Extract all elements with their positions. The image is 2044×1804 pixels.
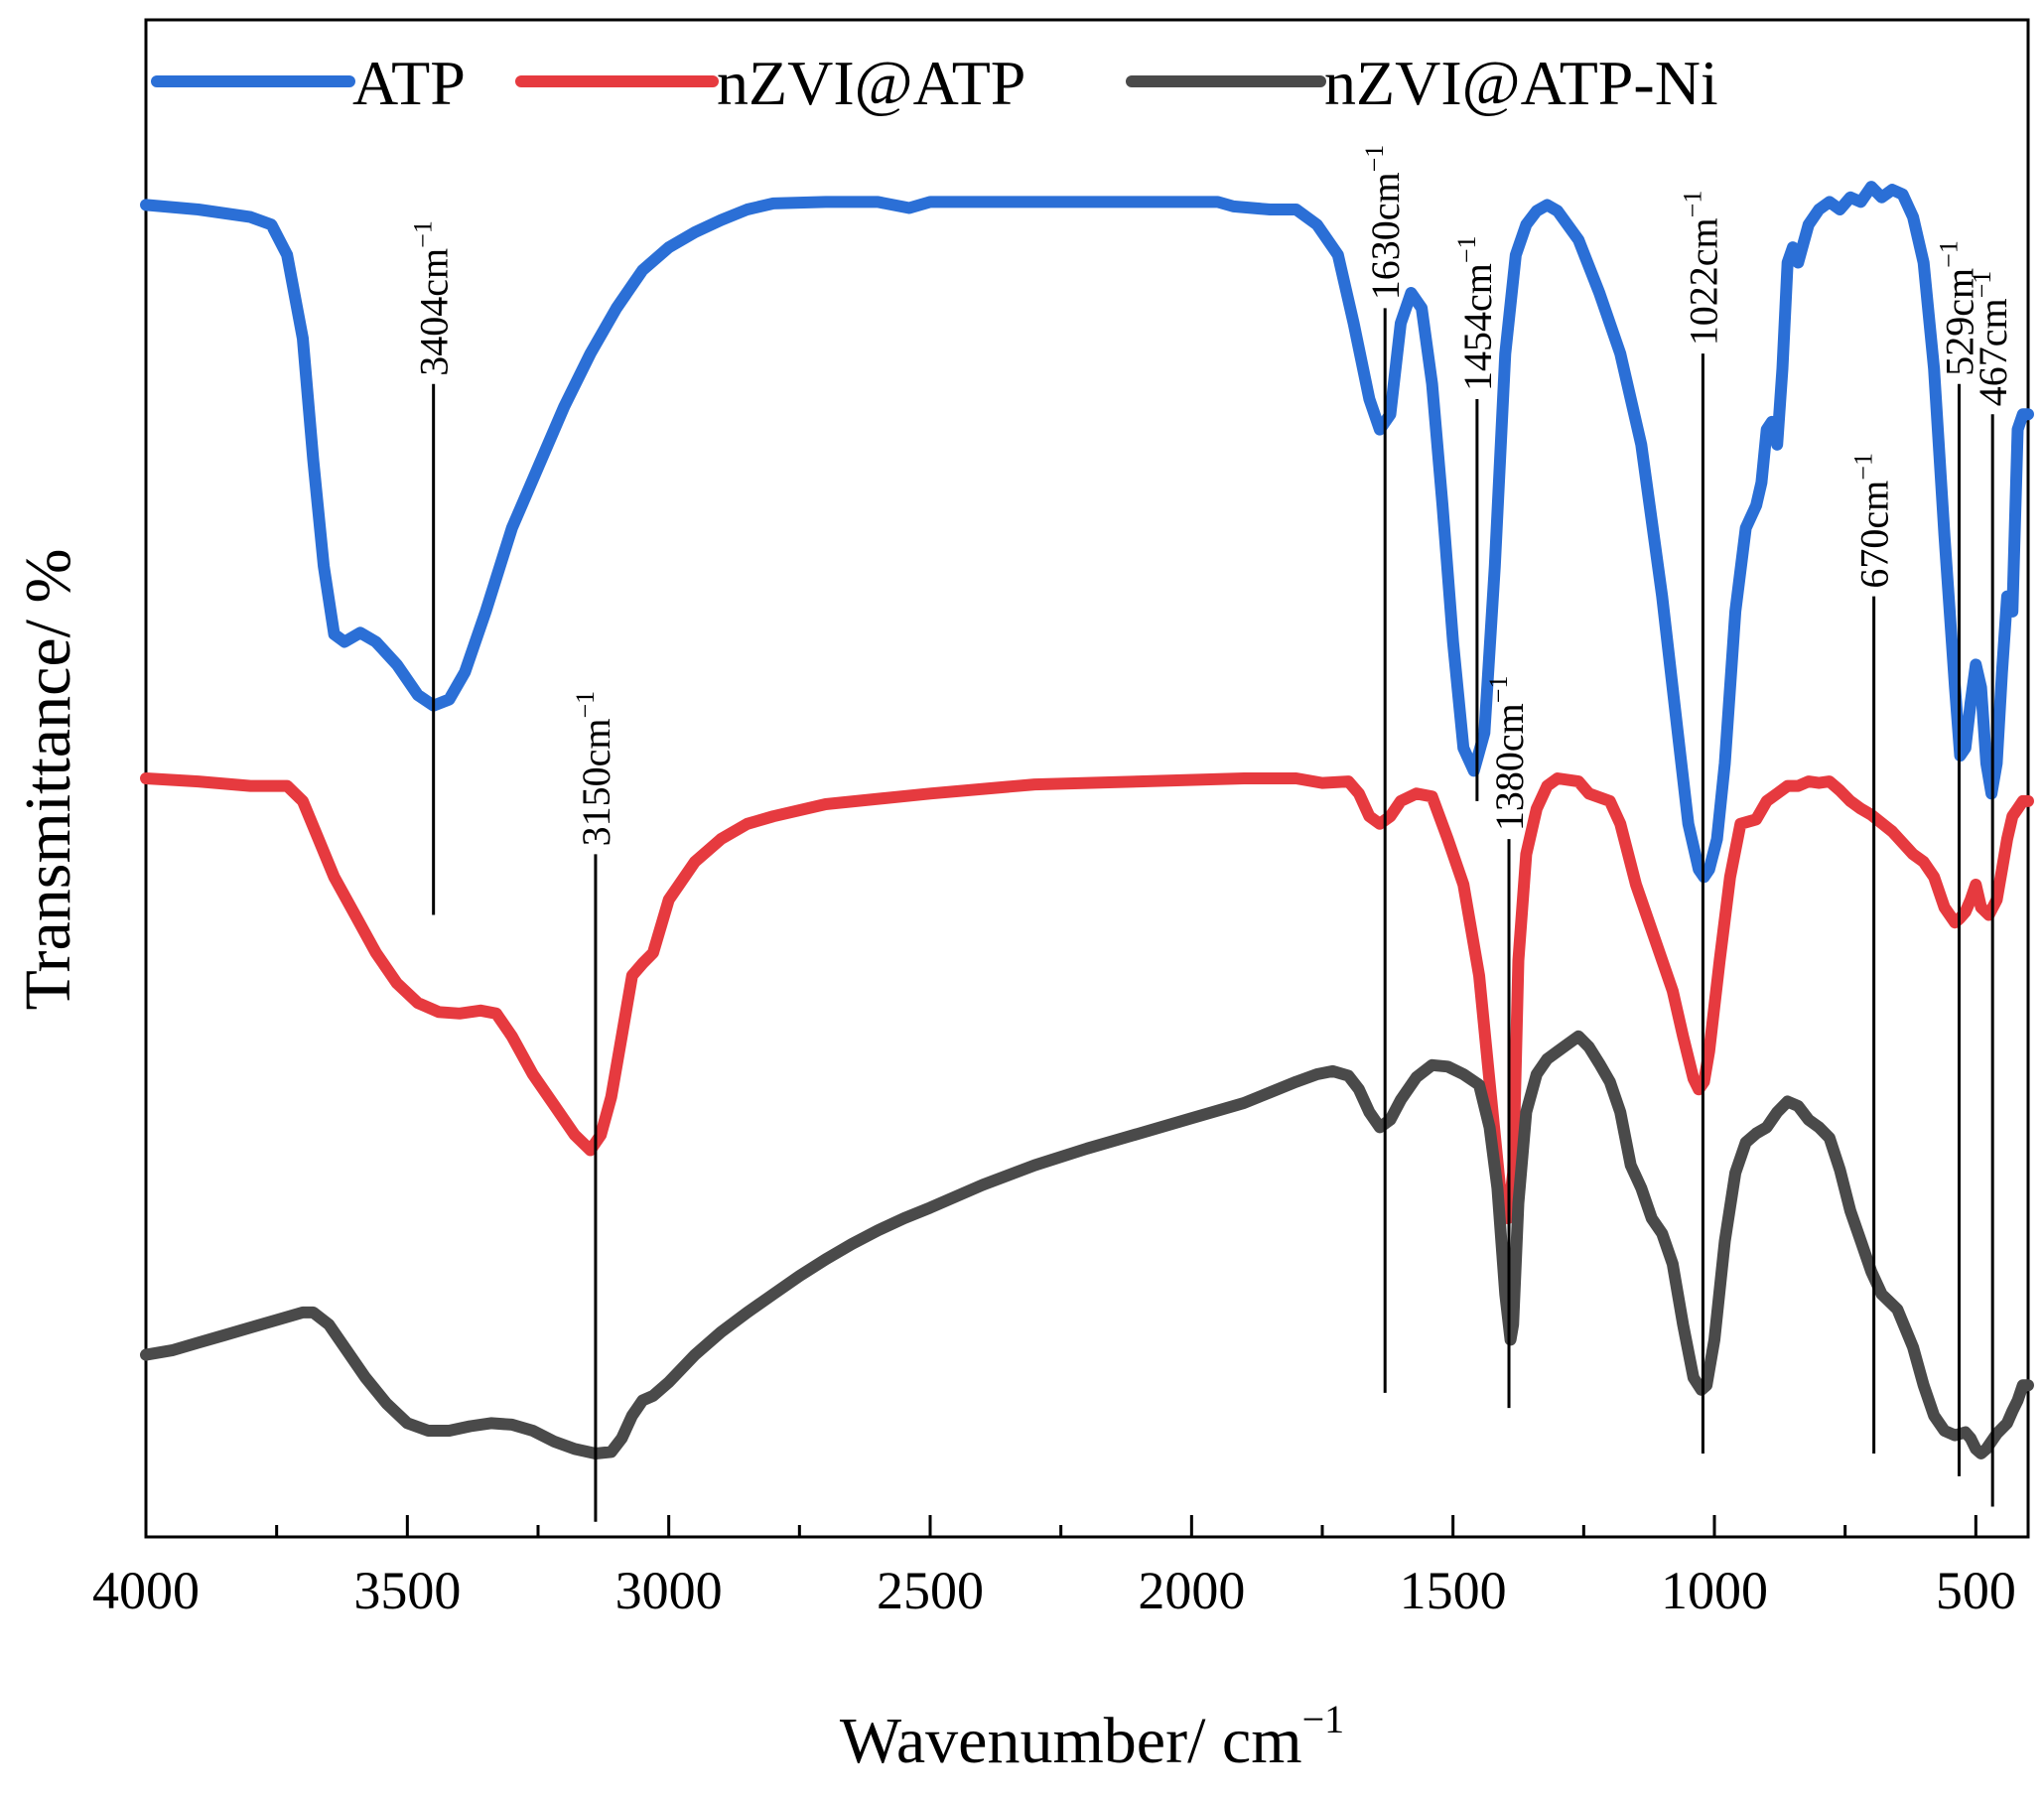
- annotation-label-text: 670cm: [1852, 481, 1897, 589]
- annotation-label-1380cm: 1380cm−1: [1484, 676, 1532, 832]
- annotation-label-text: 467cm: [1971, 298, 2015, 406]
- annotation-label-sup: −1: [1849, 453, 1878, 481]
- annotation-label-1022cm: 1022cm−1: [1678, 191, 1725, 347]
- legend-item-nzvi-atp-ni: nZVI@ATP-Ni: [1126, 48, 1718, 118]
- series-layer: [140, 181, 2034, 1459]
- annotation-label-sup: −1: [1452, 235, 1481, 263]
- series-line-nzvi-atp: [140, 772, 2034, 1225]
- x-axis-title-text: Wavenumber/ cm: [840, 1705, 1302, 1777]
- annotation-label-text: 529cm: [1938, 268, 1982, 376]
- x-tick-label: 2500: [877, 1561, 984, 1620]
- legend: ATP nZVI@ATP nZVI@ATP-Ni: [151, 48, 1718, 118]
- x-tick-label: 1000: [1661, 1561, 1768, 1620]
- annotation-label-text: 1630cm: [1363, 172, 1408, 300]
- legend-item-atp: ATP: [151, 48, 466, 118]
- annotation-label-sup: −1: [1484, 676, 1513, 704]
- x-tick-label: 500: [1936, 1561, 2016, 1620]
- annotation-label-text: 1022cm: [1681, 217, 1725, 346]
- annotation-label-sup: −1: [1360, 145, 1389, 173]
- annotation-label-sup: −1: [1935, 240, 1964, 268]
- annotation-label-3404cm: 3404cm−1: [409, 220, 457, 376]
- annotation-label-1454cm: 1454cm−1: [1452, 235, 1500, 391]
- annotation-label-sup: −1: [1968, 271, 1996, 299]
- series-line-nzvi-atp-ni: [140, 1030, 2034, 1459]
- legend-label-nzvi-atp-ni: nZVI@ATP-Ni: [1324, 48, 1718, 118]
- annotation-label-670cm: 670cm−1: [1849, 453, 1897, 589]
- y-axis-title: Transmittance/ %: [12, 549, 84, 1011]
- annotation-label-text: 3404cm: [412, 248, 457, 376]
- legend-item-nzvi-atp: nZVI@ATP: [515, 48, 1025, 118]
- x-tick-label: 3500: [353, 1561, 461, 1620]
- x-tick-label: 3000: [615, 1561, 723, 1620]
- annotation-label-sup: −1: [1678, 191, 1706, 218]
- plot-area: 3404cm−13150cm−11630cm−11454cm−11380cm−1…: [92, 18, 2034, 1620]
- x-axis-title: Wavenumber/ cm−1: [840, 1697, 1344, 1777]
- annotation-label-text: 1454cm: [1455, 263, 1500, 391]
- legend-label-atp: ATP: [352, 48, 466, 118]
- x-axis: 4000 3500 3000 2500 2000 1500 1000 500: [92, 1515, 2016, 1620]
- x-tick-label: 1500: [1400, 1561, 1507, 1620]
- annotation-label-text: 3150cm: [574, 719, 618, 847]
- x-tick-label: 4000: [92, 1561, 200, 1620]
- annotation-label-sup: −1: [571, 691, 600, 719]
- annotation-label-529cm: 529cm−1: [1935, 240, 1982, 376]
- annotation-layer: 3404cm−13150cm−11630cm−11454cm−11380cm−1…: [409, 145, 2015, 1522]
- x-tick-label: 2000: [1138, 1561, 1245, 1620]
- annotation-label-text: 1380cm: [1487, 703, 1532, 831]
- annotation-label-sup: −1: [409, 220, 438, 248]
- legend-label-nzvi-atp: nZVI@ATP: [717, 48, 1025, 118]
- annotation-label-3150cm: 3150cm−1: [571, 691, 618, 847]
- annotation-label-467cm: 467cm−1: [1968, 271, 2015, 407]
- annotation-label-1630cm: 1630cm−1: [1360, 145, 1408, 301]
- series-line-atp: [140, 181, 2034, 884]
- x-axis-title-sup: −1: [1302, 1697, 1345, 1741]
